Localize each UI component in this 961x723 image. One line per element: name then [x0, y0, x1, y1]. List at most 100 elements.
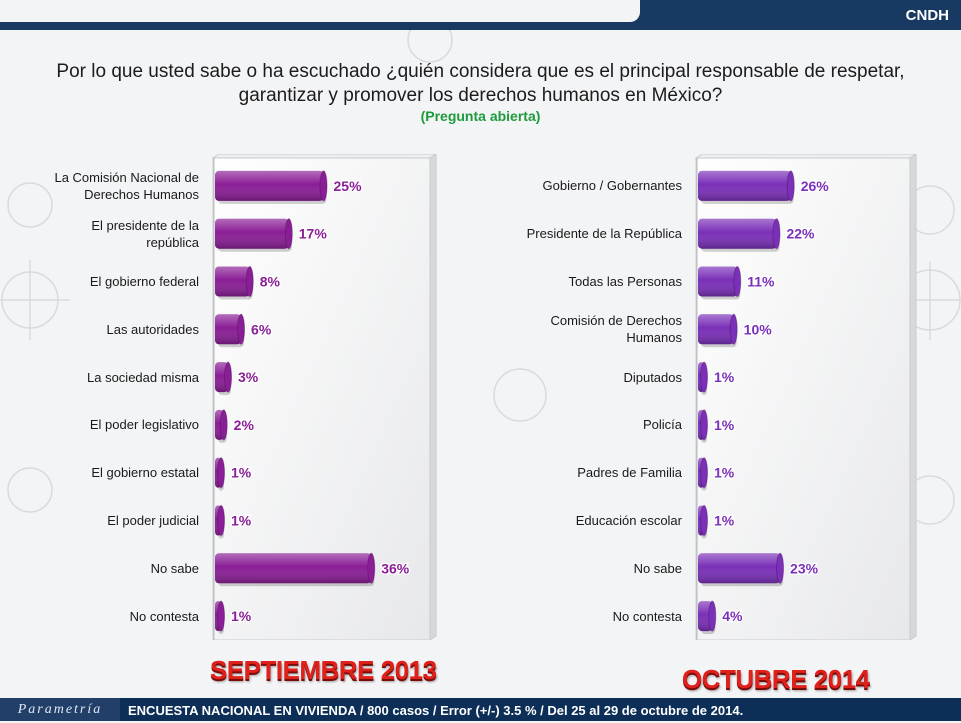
chart-svg: 25% 17% 8% 6% 3% 2% 1% 1% 36% 1%: [211, 154, 437, 640]
data-label: 6%: [251, 321, 272, 337]
question-note: (Pregunta abierta): [420, 108, 541, 124]
category-label: El poder legislativo: [0, 406, 199, 444]
category-label: No sabe: [0, 549, 199, 587]
category-label: Presidente de la República: [480, 215, 682, 253]
bar-highlight: [215, 266, 250, 297]
question-line-2: garantizar y promover los derechos human…: [238, 85, 723, 106]
bar-end-cap: [776, 552, 785, 584]
category-label: El presidente de la república: [0, 215, 199, 253]
category-label-line: No sabe: [150, 560, 199, 576]
category-label: Todas las Personas: [480, 263, 682, 301]
bar-highlight: [698, 314, 734, 345]
category-label: El poder judicial: [0, 502, 199, 540]
bar-end-cap: [772, 218, 781, 250]
category-label-line: El poder legislativo: [89, 417, 199, 433]
period-label-october-2014: OCTUBRE 2014: [682, 664, 870, 694]
data-label: 36%: [381, 560, 410, 576]
data-label: 8%: [260, 274, 281, 290]
bar-end-cap: [217, 505, 225, 536]
bar-end-cap: [729, 313, 738, 345]
data-label: 1%: [231, 513, 252, 529]
bar-end-cap: [224, 361, 233, 393]
category-label-line: Comisión de Derechos: [550, 313, 682, 329]
data-label: 1%: [231, 465, 252, 481]
category-label-line: república: [146, 234, 199, 250]
category-label: Las autoridades: [0, 310, 199, 348]
data-label: 22%: [786, 226, 815, 242]
bar-highlight: [698, 266, 738, 297]
category-label: Comisión de Derechos Humanos: [480, 310, 682, 348]
category-label: No sabe: [480, 549, 682, 587]
footer-bar: Parametría ENCUESTA NACIONAL EN VIVIENDA…: [0, 698, 961, 721]
plot-top-face: [694, 154, 917, 159]
category-label: No contesta: [0, 597, 199, 635]
bar-end-cap: [700, 505, 708, 536]
category-label-line: La sociedad misma: [87, 369, 199, 385]
bar-highlight: [215, 362, 229, 393]
data-label: 11%: [747, 274, 775, 290]
question-title: Por lo que usted sabe o ha escuchado ¿qu…: [20, 60, 941, 108]
category-label-text: Padres de Familia: [577, 464, 682, 481]
bar-end-cap: [219, 409, 228, 441]
category-label-text: El poder legislativo: [90, 416, 199, 433]
category-label-text: El gobierno estatal: [91, 464, 199, 481]
chart-october-2014: 26% 22% 11% 10% 1% 1% 1% 1% 23% 4% Gobierno / Gobe…: [480, 154, 961, 640]
bar-end-cap: [708, 600, 717, 632]
bar-end-cap: [700, 361, 708, 393]
top-bar: CNDH: [0, 0, 961, 30]
plot-side-face: [429, 154, 437, 640]
plot-side-face: [909, 154, 917, 640]
data-label: 23%: [790, 560, 819, 576]
category-label-text: No sabe: [151, 560, 199, 577]
category-label-text: Presidente de la República: [527, 225, 682, 242]
bar-end-cap: [319, 170, 328, 202]
data-label: 17%: [299, 226, 328, 242]
top-bar-notch: [0, 0, 640, 22]
bar-end-cap: [700, 409, 708, 441]
bar-end-cap: [367, 552, 376, 584]
category-label-line: El gobierno estatal: [91, 465, 199, 481]
bar-highlight: [698, 553, 781, 584]
category-label-line: Gobierno / Gobernantes: [542, 178, 682, 194]
chart-svg: 26% 22% 11% 10% 1% 1% 1% 1% 23% 4%: [694, 154, 917, 640]
bar-highlight: [215, 553, 372, 584]
category-label-line: No contesta: [129, 608, 199, 624]
category-label: El gobierno estatal: [0, 454, 199, 492]
category-label-line: Las autoridades: [106, 321, 199, 337]
data-label: 26%: [801, 178, 830, 194]
category-label-line: El presidente de la: [91, 217, 199, 233]
bar-highlight: [215, 314, 242, 345]
category-label-line: Policía: [642, 417, 682, 433]
category-label: La sociedad misma: [0, 358, 199, 396]
data-label: 1%: [714, 417, 735, 433]
category-label-line: El gobierno federal: [89, 274, 199, 289]
category-label-line: Derechos Humanos: [84, 186, 199, 202]
category-label: Diputados: [480, 358, 682, 396]
bar-end-cap: [700, 457, 708, 489]
bar-highlight: [215, 170, 324, 201]
bar-end-cap: [237, 313, 246, 345]
category-label-text: El gobierno federal: [90, 273, 199, 290]
cndh-badge: CNDH: [905, 7, 949, 24]
period-label-september-2013: SEPTIEMBRE 2013: [210, 655, 437, 685]
data-label: 1%: [714, 465, 735, 481]
category-label-line: No sabe: [633, 560, 682, 576]
data-label: 10%: [744, 321, 773, 337]
chart-september-2013: 25% 17% 8% 6% 3% 2% 1% 1% 36% 1% La Comisión Nacio…: [0, 154, 480, 640]
bar-end-cap: [217, 457, 225, 489]
category-label-line: Educación escolar: [575, 513, 682, 528]
category-label: Padres de Familia: [480, 454, 682, 492]
category-label-line: Padres de Familia: [577, 465, 682, 481]
bar-end-cap: [245, 266, 254, 297]
bar-highlight: [698, 601, 713, 632]
data-label: 1%: [714, 369, 735, 385]
bar-highlight: [698, 170, 791, 201]
category-label-text: No contesta: [130, 608, 199, 625]
category-label-line: El poder judicial: [107, 513, 199, 528]
data-label: 1%: [231, 608, 252, 624]
category-label: No contesta: [480, 597, 682, 635]
category-label: Educación escolar: [480, 502, 682, 540]
category-label: Gobierno / Gobernantes: [480, 167, 682, 205]
category-label-line: La Comisión Nacional de: [54, 169, 199, 185]
category-label-line: Diputados: [623, 369, 682, 385]
